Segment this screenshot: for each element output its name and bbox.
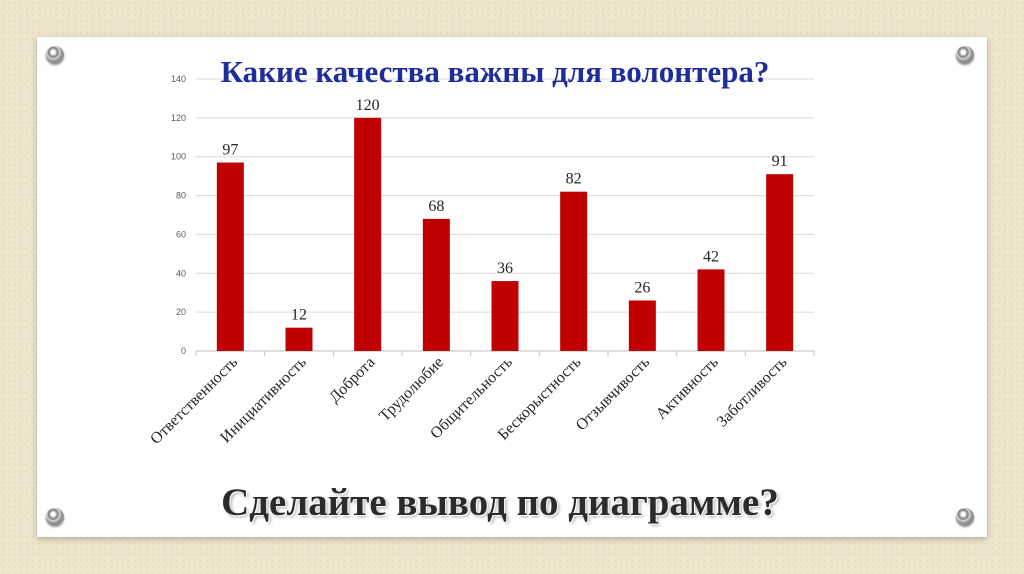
y-tick-label: 20 xyxy=(176,307,186,317)
data-label: 120 xyxy=(356,97,380,114)
category-label: Активность xyxy=(653,354,722,423)
category-label: Отзывчивость xyxy=(573,354,653,434)
data-label: 42 xyxy=(703,248,719,265)
bar xyxy=(216,162,244,351)
chart-title: Какие качества важны для волонтера? xyxy=(220,54,770,89)
bar xyxy=(628,300,656,351)
pushpin-icon xyxy=(46,46,64,64)
data-label: 68 xyxy=(428,198,444,215)
bar xyxy=(354,117,382,351)
bar xyxy=(697,269,725,351)
data-label: 36 xyxy=(497,260,513,277)
y-tick-label: 40 xyxy=(176,268,186,278)
data-label: 82 xyxy=(566,171,582,188)
conclusion-prompt: Сделайте вывод по диаграмме? xyxy=(221,481,779,524)
bar xyxy=(285,327,313,351)
data-label: 91 xyxy=(772,153,788,170)
y-tick-label: 140 xyxy=(171,74,186,84)
data-label: 26 xyxy=(634,279,650,296)
bar xyxy=(766,174,794,351)
category-label: Заботливость xyxy=(714,354,791,431)
pushpin-icon xyxy=(956,508,974,526)
data-label: 97 xyxy=(222,142,238,159)
category-label: Трудолюбие xyxy=(376,354,447,425)
category-label: Доброта xyxy=(326,354,378,406)
bar xyxy=(422,218,450,351)
bar xyxy=(560,191,588,351)
pushpin-icon xyxy=(46,508,64,526)
y-tick-label: 120 xyxy=(171,113,186,123)
y-tick-label: 0 xyxy=(181,346,186,356)
data-label: 12 xyxy=(291,307,307,324)
pushpin-icon xyxy=(956,46,974,64)
y-tick-label: 60 xyxy=(176,229,186,239)
bar xyxy=(491,281,519,351)
y-tick-label: 100 xyxy=(171,152,186,162)
y-tick-label: 80 xyxy=(176,191,186,201)
